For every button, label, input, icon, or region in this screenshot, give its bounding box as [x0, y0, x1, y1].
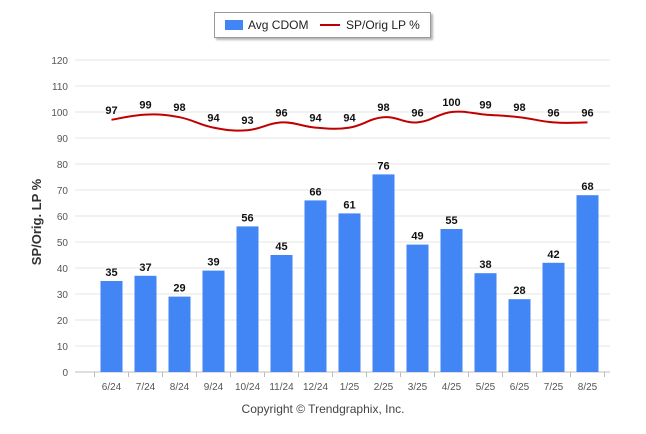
legend-label-sp-orig: SP/Orig LP % — [346, 18, 420, 32]
bar-data-label: 76 — [377, 160, 389, 172]
y-tick-label: 20 — [57, 316, 69, 327]
line-data-label: 98 — [173, 102, 185, 114]
x-tick-label: 7/25 — [544, 382, 564, 393]
bar-data-label: 55 — [445, 215, 457, 227]
bar-data-label: 37 — [139, 262, 151, 274]
bar[interactable] — [270, 255, 293, 372]
y-tick-label: 50 — [57, 238, 69, 249]
bar-data-label: 66 — [309, 186, 321, 198]
bar-data-labels: 35 37 29 39 56 45 66 61 76 49 55 38 28 42 68 — [105, 160, 593, 297]
y-tick-label: 10 — [57, 342, 69, 353]
x-tick-label: 9/24 — [204, 382, 224, 393]
line-data-label: 98 — [377, 102, 389, 114]
line-swatch-icon — [320, 24, 340, 26]
x-tick-label: 4/25 — [442, 382, 462, 393]
bar-swatch-icon — [225, 20, 243, 30]
x-tick-label: 6/25 — [510, 382, 530, 393]
bar[interactable] — [100, 281, 123, 372]
line-data-label: 100 — [442, 97, 460, 109]
bar[interactable] — [304, 200, 327, 372]
x-tick-label: 6/24 — [102, 382, 122, 393]
line-data-label: 96 — [581, 107, 593, 119]
copyright-text: Copyright © Trendgraphix, Inc. — [241, 402, 405, 416]
bar-data-label: 35 — [105, 267, 117, 279]
bar[interactable] — [202, 270, 225, 372]
bar[interactable] — [134, 275, 157, 372]
y-tick-label: 0 — [62, 368, 68, 379]
bar-data-label: 49 — [411, 231, 423, 243]
y-tick-label: 60 — [57, 212, 69, 223]
bar-data-label: 38 — [479, 259, 491, 271]
x-tick-label: 12/24 — [303, 382, 328, 393]
x-tick-label: 3/25 — [408, 382, 428, 393]
x-tick-label: 10/24 — [235, 382, 260, 393]
y-tick-label: 40 — [57, 264, 69, 275]
bar[interactable] — [508, 299, 531, 372]
line-data-label: 96 — [275, 107, 287, 119]
y-tick-label: 110 — [52, 82, 68, 93]
line-series — [111, 110, 588, 132]
line-data-label: 96 — [547, 107, 559, 119]
bar[interactable] — [372, 174, 395, 372]
line-path[interactable] — [111, 110, 588, 132]
line-data-label: 94 — [309, 113, 322, 125]
y-tick-label: 90 — [57, 134, 69, 145]
line-data-label: 98 — [513, 102, 525, 114]
bar-data-label: 61 — [343, 199, 355, 211]
line-data-label: 94 — [343, 113, 356, 125]
x-tick-label: 7/24 — [136, 382, 156, 393]
y-tick-label: 30 — [57, 290, 69, 301]
bar-data-label: 39 — [207, 257, 219, 269]
line-data-labels: 97 99 98 94 93 96 94 94 98 96 100 99 98 96 96 — [105, 97, 593, 127]
y-tick-label: 100 — [51, 108, 68, 119]
legend-item-sp-orig[interactable]: SP/Orig LP % — [320, 13, 420, 37]
x-tick-label: 8/25 — [578, 382, 598, 393]
bar[interactable] — [338, 213, 361, 372]
y-axis-ticks: 0 10 20 30 40 50 60 70 80 90 100 110 120 — [51, 56, 68, 379]
line-data-label: 99 — [479, 100, 491, 112]
x-tick-label: 5/25 — [476, 382, 496, 393]
y-tick-label: 120 — [51, 56, 68, 67]
x-tick-label: 11/24 — [269, 382, 294, 393]
bar[interactable] — [474, 273, 497, 372]
bar[interactable] — [168, 296, 191, 372]
line-data-label: 99 — [139, 100, 151, 112]
line-data-label: 96 — [411, 107, 423, 119]
bar[interactable] — [406, 244, 429, 372]
bar-series — [100, 174, 599, 372]
bar-data-label: 29 — [173, 283, 185, 295]
legend-item-avg-cdom[interactable]: Avg CDOM — [225, 13, 308, 37]
x-tick-label: 1/25 — [340, 382, 360, 393]
legend: Avg CDOM SP/Orig LP % — [214, 12, 431, 38]
x-tick-label: 2/25 — [374, 382, 394, 393]
x-axis-ticks: 6/24 7/24 8/24 9/24 10/24 11/24 12/24 1/25 2/25 3… — [94, 372, 605, 393]
line-data-label: 94 — [207, 113, 220, 125]
line-data-label: 97 — [105, 105, 117, 117]
bar[interactable] — [542, 262, 565, 372]
bar[interactable] — [236, 226, 259, 372]
bar-data-label: 56 — [241, 212, 253, 224]
bar-data-label: 45 — [275, 241, 287, 253]
bar-data-label: 68 — [581, 181, 593, 193]
y-axis-label: SP/Orig. LP % — [29, 178, 44, 265]
x-tick-label: 8/24 — [170, 382, 190, 393]
line-data-label: 93 — [241, 115, 253, 127]
y-tick-label: 80 — [57, 160, 69, 171]
bar-data-label: 28 — [513, 285, 525, 297]
legend-label-avg-cdom: Avg CDOM — [248, 18, 309, 32]
bar[interactable] — [576, 195, 599, 372]
bar[interactable] — [440, 229, 463, 372]
bar-data-label: 42 — [547, 249, 559, 261]
y-tick-label: 70 — [57, 186, 69, 197]
